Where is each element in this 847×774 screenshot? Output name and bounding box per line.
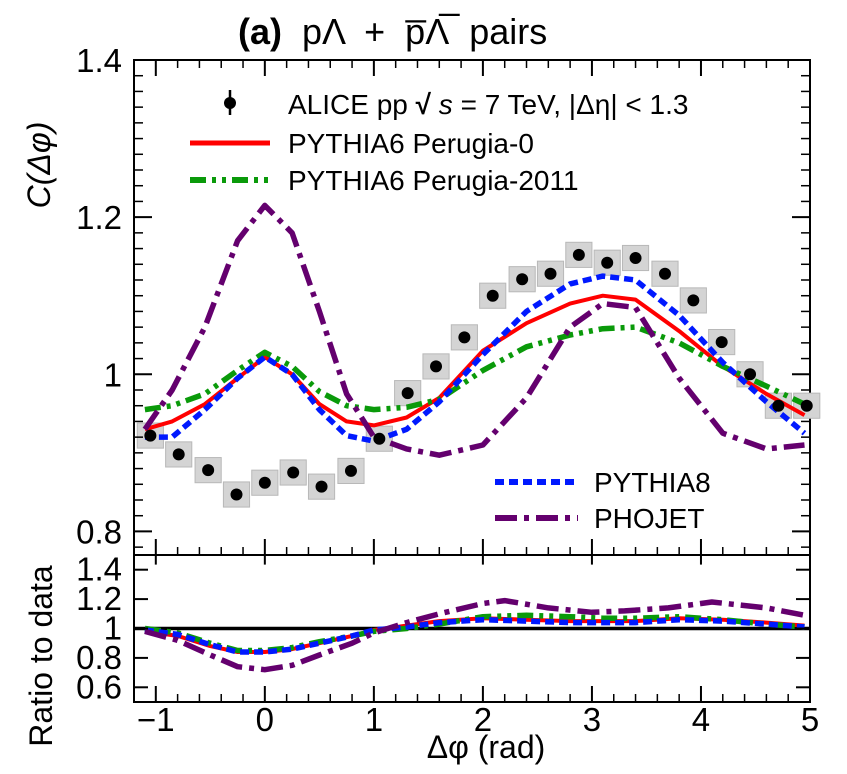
x-tick-label-5: 4 (692, 701, 710, 738)
data-point-19 (687, 294, 699, 306)
legend-perugia0-label: PYTHIA6 Perugia-0 (288, 128, 534, 159)
data-point-7 (345, 465, 357, 477)
chart-title: (a) pΛ + p̅Λ̅ pairs (238, 11, 547, 52)
x-axis-title: Δφ (rad) (427, 729, 546, 765)
data-point-6 (316, 481, 328, 493)
data-point-16 (601, 257, 613, 269)
title-pair1: pΛ (302, 11, 346, 52)
data-point-1 (173, 448, 185, 460)
title-plus: + (364, 11, 385, 52)
ratio-series-pythia8 (145, 620, 805, 652)
data-point-3 (230, 489, 242, 501)
data-point-22 (772, 400, 784, 412)
top-y-tick-label-3: 1.4 (76, 42, 122, 79)
ratio-plot-content (134, 601, 810, 670)
legend-alice-label: ALICE pp √ s = 7 TeV, |Δη| < 1.3 (288, 89, 688, 120)
data-point-5 (287, 467, 299, 479)
data-point-8 (373, 433, 385, 445)
legend-alice-s: s (439, 89, 453, 120)
legend-entry-phojet: PHOJET (495, 503, 704, 534)
legend-entry-alice: ALICE pp √ s = 7 TeV, |Δη| < 1.3 (224, 89, 688, 120)
legend-top-left: ALICE pp √ s = 7 TeV, |Δη| < 1.3 PYTHIA6… (190, 89, 688, 196)
data-point-2 (202, 464, 214, 476)
legend-alice-prefix: ALICE pp (288, 89, 416, 120)
legend-alice-energy: = 7 TeV, |Δη| < 1.3 (461, 89, 689, 120)
legend-entry-perugia2011: PYTHIA6 Perugia-2011 (190, 165, 579, 196)
data-point-10 (430, 360, 442, 372)
data-point-12 (487, 290, 499, 302)
title-pair2: p̅Λ̅ (405, 11, 461, 52)
title-suffix: pairs (469, 11, 547, 52)
data-point-21 (744, 368, 756, 380)
data-point-20 (716, 336, 728, 348)
top-y-tick-label-1: 1 (104, 356, 122, 393)
data-point-9 (402, 387, 414, 399)
x-tick-label-4: 3 (583, 701, 601, 738)
legend-pythia8-label: PYTHIA8 (594, 467, 711, 498)
data-point-11 (458, 331, 470, 343)
ratio-y-axis-title: Ratio to data (23, 565, 59, 747)
top-y-tick-label-0: 0.8 (76, 513, 122, 550)
x-tick-label-2: 1 (365, 701, 383, 738)
legend-alice-marker (224, 97, 236, 109)
x-tick-label-1: 0 (256, 701, 274, 738)
legend-entry-perugia0: PYTHIA6 Perugia-0 (190, 128, 534, 159)
data-point-15 (573, 249, 585, 261)
chart-canvas: (a) pΛ + p̅Λ̅ pairs −10123450.811.21.40.… (0, 0, 847, 774)
data-point-14 (545, 268, 557, 280)
legend-alice-sqrt: √ (416, 89, 432, 120)
x-tick-label-6: 5 (801, 701, 819, 738)
x-tick-label-0: −1 (137, 701, 175, 738)
data-point-13 (516, 273, 528, 285)
ratio-y-tick-label-4: 1.4 (76, 551, 122, 588)
legend-phojet-label: PHOJET (594, 503, 704, 534)
title-panel-label: (a) (238, 11, 282, 52)
legend-bottom-right: PYTHIA8 PHOJET (495, 467, 711, 534)
legend-perugia2011-label: PYTHIA6 Perugia-2011 (288, 165, 579, 196)
top-plot-content (137, 205, 820, 507)
data-point-4 (259, 477, 271, 489)
legend-entry-pythia8: PYTHIA8 (495, 467, 711, 498)
ratio-series-phojet (145, 601, 805, 670)
data-point-0 (144, 430, 156, 442)
data-point-17 (630, 252, 642, 264)
y-axis-title: C(Δφ) (21, 122, 57, 209)
data-point-18 (659, 268, 671, 280)
top-y-tick-label-2: 1.2 (76, 199, 122, 236)
chart-figure: (a) pΛ + p̅Λ̅ pairs −10123450.811.21.40.… (0, 0, 847, 774)
